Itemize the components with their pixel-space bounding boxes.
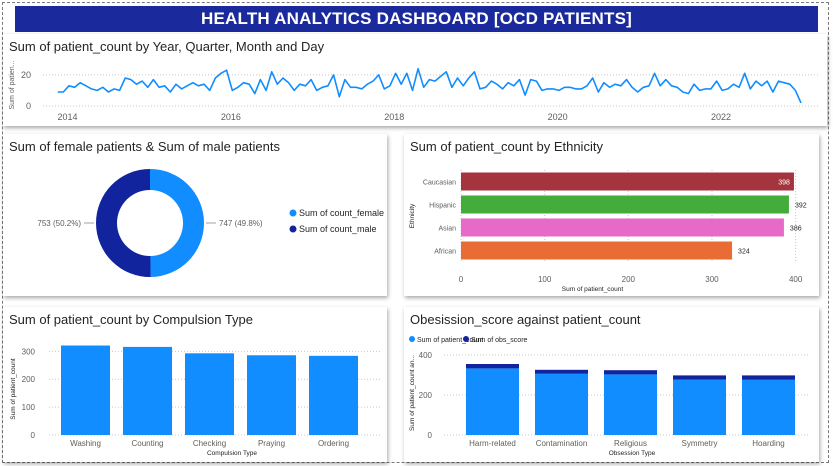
ethnicity-xtick: 200: [622, 275, 636, 284]
compulsion-bar-counting: [123, 346, 172, 435]
donut-label-male: 753 (50.2%): [37, 219, 81, 228]
timeline-xtick: 2014: [57, 112, 77, 122]
ethnicity-data-label: 386: [790, 226, 802, 233]
donut-label-female: 747 (49.8%): [219, 219, 263, 228]
timeline-xtick: 2022: [711, 112, 731, 122]
ethnicity-bar-hispanic: [461, 195, 789, 214]
obsession-bar-hoarding-obs-score: [742, 375, 795, 380]
dashboard-banner: HEALTH ANALYTICS DASHBOARD [OCD PATIENTS…: [15, 6, 818, 32]
ethnicity-bar-asian: [461, 218, 784, 237]
ethnicity-bar-chart[interactable]: 0 100 200 300 400 Sum of patient_count Ethnici…: [404, 134, 819, 296]
compulsion-bar-washing: [61, 345, 110, 435]
ethnicity-category-label: Caucasian: [423, 180, 456, 187]
gender-donut-chart[interactable]: 747 (49.8%) 753 (50.2%) Sum of count_femal…: [3, 134, 387, 296]
compulsion-category-label: Ordering: [318, 439, 349, 448]
compulsion-category-label: Counting: [131, 439, 163, 448]
compulsion-ytick: 300: [22, 347, 36, 356]
ethnicity-category-label: Hispanic: [429, 203, 456, 210]
legend-label: Sum of count_female: [299, 208, 384, 218]
compulsion-xlabel: Compulsion Type: [207, 450, 257, 457]
ethnicity-data-label: 324: [738, 249, 750, 256]
donut-slice-female: [150, 169, 205, 277]
obsession-bar-symmetry-obs-score: [673, 375, 726, 380]
compulsion-ytick: 0: [31, 431, 36, 440]
legend-marker: [409, 336, 415, 342]
obsession-title: Obesission_score against patient_count: [410, 312, 641, 327]
obsession-bar-harm-related-patient-count: [466, 368, 519, 435]
obsession-bar-harm-related-obs-score: [466, 364, 519, 369]
obsession-panel[interactable]: Obesission_score against patient_count S…: [404, 307, 819, 462]
ethnicity-category-label: Asian: [438, 226, 456, 233]
compulsion-bar-praying: [247, 355, 296, 435]
ethnicity-data-label: 392: [795, 203, 807, 210]
legend-marker: [463, 336, 469, 342]
ethnicity-xtick: 100: [538, 275, 552, 284]
compulsion-bar-checking: [185, 353, 234, 435]
ethnicity-xlabel: Sum of patient_count: [562, 286, 624, 293]
legend-marker: [289, 225, 297, 233]
timeline-title: Sum of patient_count by Year, Quarter, M…: [9, 39, 325, 54]
obsession-category-label: Harm-related: [469, 439, 516, 448]
ethnicity-data-label: 398: [778, 180, 790, 187]
timeline-ytick: 0: [26, 101, 31, 111]
obsession-xlabel: Obsession Type: [609, 450, 656, 457]
compulsion-panel[interactable]: Sum of patient_count by Compulsion Type …: [3, 307, 387, 462]
obsession-bar-symmetry-patient-count: [673, 379, 726, 435]
compulsion-bar-chart[interactable]: 0 100 200 300 Sum of patient_count Washing Cou…: [3, 307, 387, 462]
ethnicity-xtick: 0: [459, 275, 464, 284]
obsession-category-label: Hoarding: [752, 439, 784, 448]
obsession-ylabel: Sum of patient_count an...: [409, 355, 416, 431]
legend-label: Sum of patient_count: [417, 337, 483, 344]
compulsion-category-label: Praying: [258, 439, 285, 448]
obsession-ytick: 200: [419, 391, 433, 400]
legend-label: Sum of obs_score: [471, 337, 528, 344]
ethnicity-category-label: African: [434, 249, 456, 256]
ethnicity-title: Sum of patient_count by Ethnicity: [410, 139, 603, 154]
obsession-ytick: 0: [428, 431, 433, 440]
timeline-panel[interactable]: Sum of patient_count by Year, Quarter, M…: [3, 34, 827, 126]
ethnicity-ylabel: Ethnicity: [409, 203, 416, 228]
ethnicity-bar-caucasian: [461, 172, 794, 191]
obsession-bar-hoarding-patient-count: [742, 379, 795, 435]
obsession-bar-contamination-obs-score: [535, 369, 588, 374]
compulsion-category-label: Washing: [70, 439, 101, 448]
timeline-xtick: 2020: [548, 112, 568, 122]
timeline-xtick: 2018: [384, 112, 404, 122]
obsession-ytick: 400: [419, 351, 433, 360]
compulsion-ylabel: Sum of patient_count: [10, 358, 17, 420]
gender-panel[interactable]: Sum of female patients & Sum of male pat…: [3, 134, 387, 296]
ethnicity-xtick: 300: [705, 275, 719, 284]
compulsion-ytick: 100: [22, 403, 36, 412]
compulsion-ytick: 200: [22, 375, 36, 384]
timeline-ytick: 20: [21, 70, 31, 80]
ethnicity-bar-african: [461, 241, 733, 260]
ethnicity-panel[interactable]: Sum of patient_count by Ethnicity 0 100 20…: [404, 134, 819, 296]
timeline-chart[interactable]: 0 20 Sum of patien... 2014 2016 2018 2020 2022: [3, 34, 827, 126]
obsession-bar-religious-patient-count: [604, 374, 657, 435]
timeline-ylabel: Sum of patien...: [9, 60, 16, 109]
obsession-bar-contamination-patient-count: [535, 373, 588, 435]
timeline-xtick: 2016: [221, 112, 241, 122]
obsession-category-label: Religious: [614, 439, 647, 448]
legend-label: Sum of count_male: [299, 224, 377, 234]
obsession-bar-religious-obs-score: [604, 370, 657, 375]
gender-title: Sum of female patients & Sum of male pat…: [9, 139, 280, 154]
timeline-series-line: [57, 67, 802, 104]
obsession-category-label: Symmetry: [682, 439, 718, 448]
legend-marker: [289, 209, 297, 217]
compulsion-bar-ordering: [309, 355, 358, 435]
compulsion-category-label: Checking: [193, 439, 226, 448]
compulsion-title: Sum of patient_count by Compulsion Type: [9, 312, 254, 327]
donut-slice-male: [96, 169, 151, 277]
ethnicity-xtick: 400: [789, 275, 803, 284]
obsession-category-label: Contamination: [536, 439, 588, 448]
